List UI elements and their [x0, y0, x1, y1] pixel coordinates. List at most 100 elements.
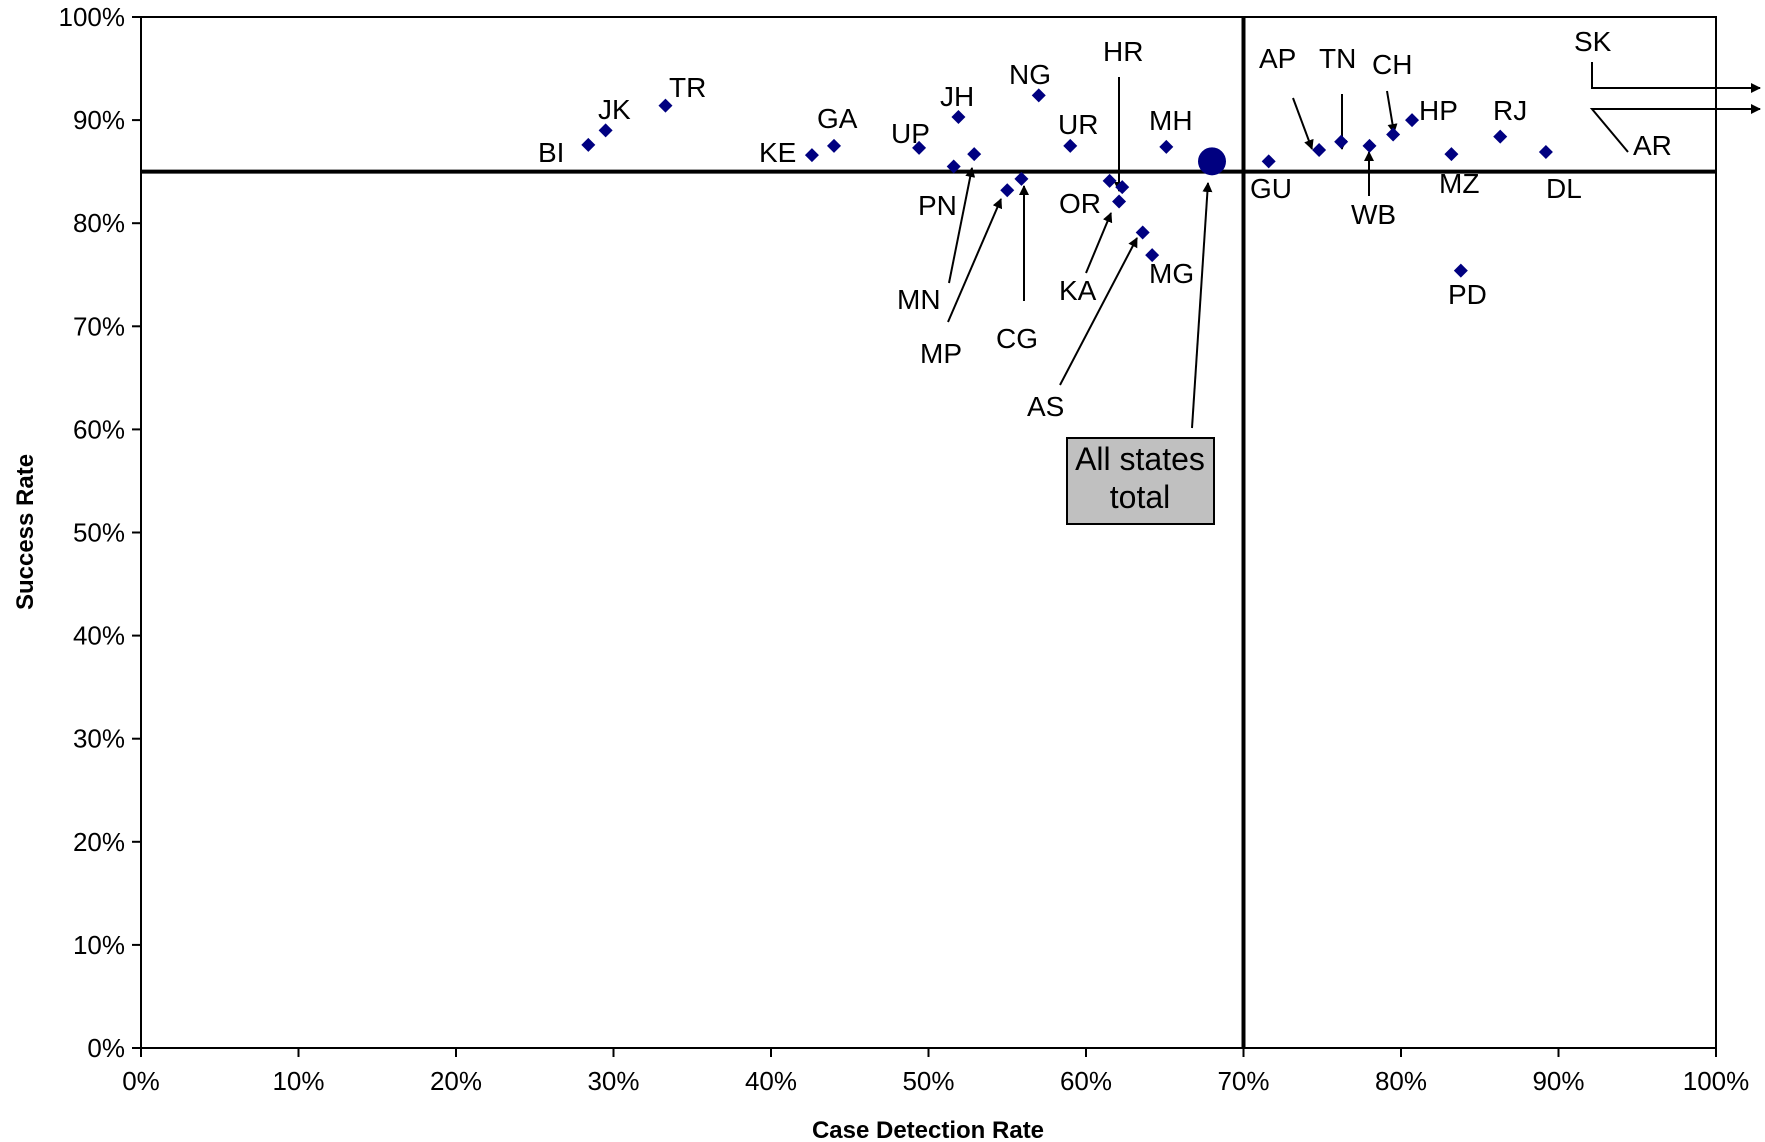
data-point-ng: [1031, 88, 1046, 103]
x-tick-label: 80%: [1375, 1066, 1427, 1096]
x-tick-label: 40%: [745, 1066, 797, 1096]
point-label: UP: [891, 118, 930, 149]
point-label-ar: AR: [1633, 130, 1672, 161]
data-point-mz: [1444, 147, 1459, 162]
y-tick-label: 40%: [73, 621, 125, 651]
point-label-sk: SK: [1574, 26, 1612, 57]
x-tick-label: 50%: [902, 1066, 954, 1096]
data-point-rj: [1493, 129, 1508, 144]
point-label: MZ: [1439, 168, 1479, 199]
data-point-dl: [1538, 145, 1553, 160]
data-point-ka: [1102, 173, 1117, 188]
total-box-line-1: All states: [1075, 441, 1205, 477]
point-label: OR: [1059, 188, 1101, 219]
data-point-as: [1135, 225, 1150, 240]
total-box-line-2: total: [1110, 479, 1170, 515]
y-tick-label: 50%: [73, 518, 125, 548]
data-point-tn: [1334, 134, 1349, 149]
leader-arrows: [947, 62, 1761, 429]
data-point-mh: [1159, 139, 1174, 154]
x-tick-label: 10%: [272, 1066, 324, 1096]
arrow-ap: [1292, 97, 1314, 150]
x-tick-label: 30%: [587, 1066, 639, 1096]
arrow-pn: [948, 167, 976, 284]
point-label: GA: [817, 103, 858, 134]
x-tick-label: 0%: [122, 1066, 160, 1096]
point-label: BI: [538, 137, 564, 168]
x-tick-label: 60%: [1060, 1066, 1112, 1096]
x-tick-label: 100%: [1683, 1066, 1750, 1096]
data-point-cg: [1014, 171, 1029, 186]
y-tick-label: 80%: [73, 208, 125, 238]
arrow-ka: [1085, 212, 1113, 274]
data-point-pn: [946, 159, 961, 174]
point-label: CG: [996, 323, 1038, 354]
point-label: UR: [1058, 109, 1098, 140]
arrow-sk: [1591, 62, 1761, 93]
point-label: GU: [1250, 173, 1292, 204]
y-tick-label: 100%: [59, 2, 126, 32]
y-tick-label: 20%: [73, 827, 125, 857]
x-tick-label: 20%: [430, 1066, 482, 1096]
point-label: AS: [1027, 391, 1064, 422]
y-axis: 0% 10% 20% 30% 40% 50% 60% 70% 80% 90% 100%: [59, 2, 141, 1063]
point-label: KA: [1059, 275, 1097, 306]
point-label: CH: [1372, 49, 1412, 80]
point-label: JH: [940, 81, 974, 112]
point-label: RJ: [1493, 95, 1527, 126]
point-label: MN: [897, 284, 941, 315]
point-label: PN: [918, 190, 957, 221]
data-point-tr: [658, 98, 673, 113]
y-tick-label: 10%: [73, 930, 125, 960]
y-axis-title: Success Rate: [12, 454, 39, 610]
x-tick-label: 90%: [1532, 1066, 1584, 1096]
arrow-as: [1059, 237, 1138, 386]
data-point-ch: [1386, 127, 1401, 142]
data-point-ga: [827, 138, 841, 153]
plot-area: [140, 16, 1717, 1049]
point-label: TR: [669, 72, 706, 103]
point-label: MG: [1149, 258, 1194, 289]
point-label: HR: [1103, 36, 1143, 67]
data-point-jk: [598, 123, 613, 138]
data-points: [581, 88, 1553, 278]
data-point-mp: [1000, 183, 1015, 198]
y-tick-label: 90%: [73, 105, 125, 135]
point-label: MH: [1149, 105, 1193, 136]
point-label: HP: [1419, 95, 1458, 126]
y-tick-label: 30%: [73, 724, 125, 754]
point-label: NG: [1009, 59, 1051, 90]
point-label: MP: [920, 338, 962, 369]
point-label: DL: [1546, 173, 1582, 204]
point-label: JK: [598, 94, 631, 125]
data-point-ap: [1312, 142, 1327, 157]
total-point: [1198, 147, 1226, 176]
data-point-or: [1112, 194, 1127, 209]
data-point-wb: [1362, 138, 1377, 153]
total-annotation-box: All states total: [1066, 437, 1215, 525]
data-point-up: [912, 140, 927, 155]
data-point-mg: [1145, 248, 1160, 263]
y-tick-label: 70%: [73, 311, 125, 341]
y-tick-label: 60%: [73, 414, 125, 444]
data-point-mn: [967, 147, 982, 162]
point-label: AP: [1259, 43, 1296, 74]
arrow-mp: [947, 198, 1003, 323]
x-axis: 0% 10% 20% 30% 40% 50% 60% 70% 80% 90% 100%: [122, 1048, 1749, 1096]
data-point-hr: [1115, 180, 1130, 195]
data-point-pd: [1453, 263, 1468, 278]
point-label: WB: [1351, 199, 1396, 230]
x-tick-label: 70%: [1217, 1066, 1269, 1096]
y-tick-label: 0%: [87, 1033, 125, 1063]
data-point-gu: [1261, 154, 1276, 169]
x-axis-title: Case Detection Rate: [812, 1117, 1044, 1142]
point-label: TN: [1319, 43, 1356, 74]
point-label: PD: [1448, 279, 1487, 310]
point-label: KE: [759, 137, 796, 168]
arrow-ch: [1386, 90, 1398, 134]
data-point-hp: [1405, 113, 1420, 128]
data-point-ur: [1063, 138, 1078, 153]
data-point-bi: [581, 137, 596, 152]
point-labels: BI JK TR KE GA UP PN JH MN MP CG NG UR K…: [538, 26, 1672, 422]
